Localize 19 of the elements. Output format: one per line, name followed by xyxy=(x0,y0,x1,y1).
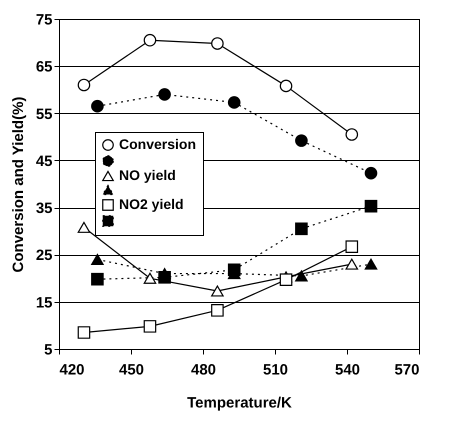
y-axis-title: Conversion and Yield(%) xyxy=(10,96,27,272)
x-tick-label: 570 xyxy=(394,362,420,378)
x-axis-title: Temperature/K xyxy=(187,394,292,412)
x-tick-label: 480 xyxy=(190,362,216,378)
y-tick-label: 5 xyxy=(44,342,52,358)
legend-label: NO yield xyxy=(119,167,176,183)
x-tick-label: 420 xyxy=(60,362,85,378)
legend-label: Conversion xyxy=(119,136,196,152)
y-tick-label: 65 xyxy=(36,58,52,76)
y-tick-label: 55 xyxy=(36,106,52,123)
x-tick-label: 450 xyxy=(118,362,144,378)
x-tick-label: 510 xyxy=(262,362,288,378)
y-tick-label: 35 xyxy=(36,200,52,218)
y-tick-label: 45 xyxy=(36,152,52,170)
x-tick-label: 540 xyxy=(334,362,360,378)
y-tick-label: 25 xyxy=(36,247,52,264)
y-tick-label: 15 xyxy=(36,294,52,312)
legend-label: NO2 yield xyxy=(119,196,184,212)
y-tick-label: 75 xyxy=(36,12,52,28)
